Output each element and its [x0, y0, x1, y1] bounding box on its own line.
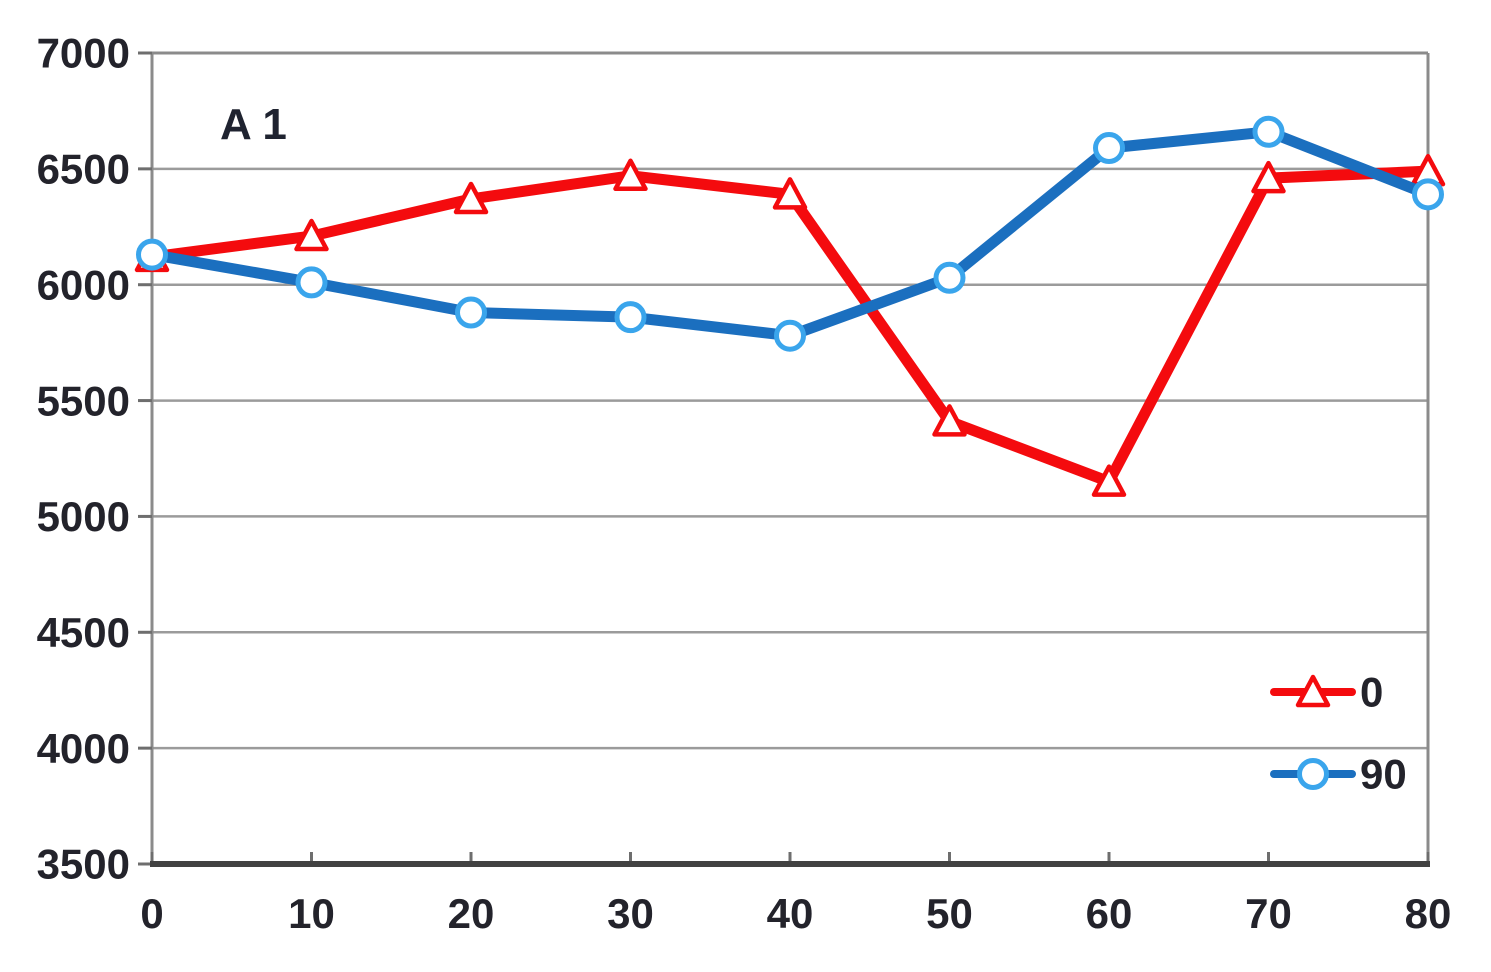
- plot-area: 3500 4000 4500 5000 5500 6000 6500 7000 0 10 20 30 4…: [37, 30, 1452, 937]
- legend-triangle-marker-icon: [1295, 674, 1331, 708]
- x-tick-label-30: 30: [607, 890, 654, 937]
- legend: 0 90: [1270, 669, 1407, 798]
- marker-triangle-0-x60: [1091, 464, 1127, 497]
- x-tick-label-60: 60: [1086, 890, 1133, 937]
- marker-circle-90-x40: [774, 319, 806, 352]
- marker-triangle-0-x30: [613, 158, 648, 192]
- x-tick-label-80: 80: [1405, 890, 1452, 937]
- marker-circle-90-x30: [614, 301, 647, 334]
- y-tick-label-5500: 5500: [37, 377, 130, 424]
- legend-item-series-90: 90: [1270, 751, 1407, 798]
- marker-triangle-0-x50: [932, 404, 967, 437]
- x-tick-label-40: 40: [767, 890, 814, 937]
- y-tick-label-6500: 6500: [37, 146, 130, 193]
- marker-triangle-0-x10: [294, 218, 329, 252]
- marker-triangle-0-x70: [1251, 160, 1286, 194]
- marker-triangle-0-x20: [453, 181, 489, 215]
- legend-label-series-90: 90: [1360, 751, 1407, 798]
- y-tick-label-7000: 7000: [37, 30, 130, 77]
- marker-circle-90-x50: [933, 261, 966, 294]
- y-tick-label-5000: 5000: [37, 493, 130, 540]
- legend-circle-marker-icon: [1297, 758, 1329, 790]
- marker-triangle-0-x40: [772, 177, 808, 210]
- x-tick-label-50: 50: [926, 890, 973, 937]
- marker-circle-90-x0: [136, 238, 168, 271]
- chart-title: A 1: [220, 100, 287, 149]
- marker-circle-90-x70: [1252, 115, 1285, 148]
- legend-item-series-0: 0: [1270, 669, 1383, 716]
- y-tick-label-6000: 6000: [37, 261, 130, 308]
- marker-circle-90-x10: [295, 266, 328, 299]
- marker-circle-90-x20: [455, 296, 487, 329]
- y-tick-label-3500: 3500: [37, 841, 130, 888]
- legend-label-series-0: 0: [1360, 669, 1383, 716]
- marker-circle-90-x80: [1412, 178, 1444, 211]
- x-tick-label-0: 0: [140, 890, 163, 937]
- x-tick-label-10: 10: [288, 890, 335, 937]
- marker-circle-90-x60: [1093, 132, 1125, 165]
- x-tick-label-20: 20: [448, 890, 495, 937]
- x-tick-label-70: 70: [1245, 890, 1292, 937]
- y-tick-label-4500: 4500: [37, 609, 130, 656]
- y-tick-label-4000: 4000: [37, 725, 130, 772]
